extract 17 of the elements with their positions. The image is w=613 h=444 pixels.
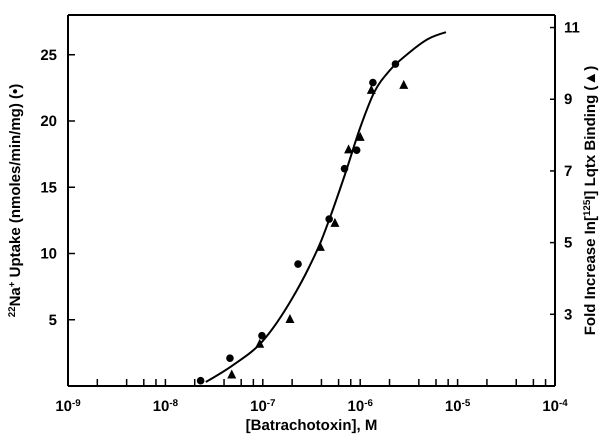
- y-tick-label: 20: [40, 113, 57, 130]
- y2-tick-label: 9: [564, 91, 572, 108]
- y-tick-label: 10: [40, 246, 57, 262]
- x-tick-label: 10$^{-8}$: [152, 398, 179, 415]
- x-tick-label: 10$^{-7}$: [250, 398, 276, 415]
- x-tick-label: 10$^{-6}$: [348, 398, 374, 415]
- y2-tick-label: 11: [564, 20, 580, 37]
- y-tick-label: 5: [48, 312, 57, 329]
- x-tick-label: 10$^{-9}$: [55, 398, 82, 415]
- x-tick-label: 10$^{-4}$: [542, 398, 568, 415]
- x-axis-title: [Batrachotoxin], M: [246, 417, 378, 434]
- x-tick-label: 10$^{-5}$: [444, 398, 471, 415]
- y2-tick-label: 7: [564, 162, 572, 180]
- y-tick-label: 15: [40, 179, 57, 196]
- y-tick-label: 25: [40, 46, 57, 64]
- y2-tick-label: 5: [564, 234, 572, 252]
- y2-tick-label: 3: [564, 306, 572, 324]
